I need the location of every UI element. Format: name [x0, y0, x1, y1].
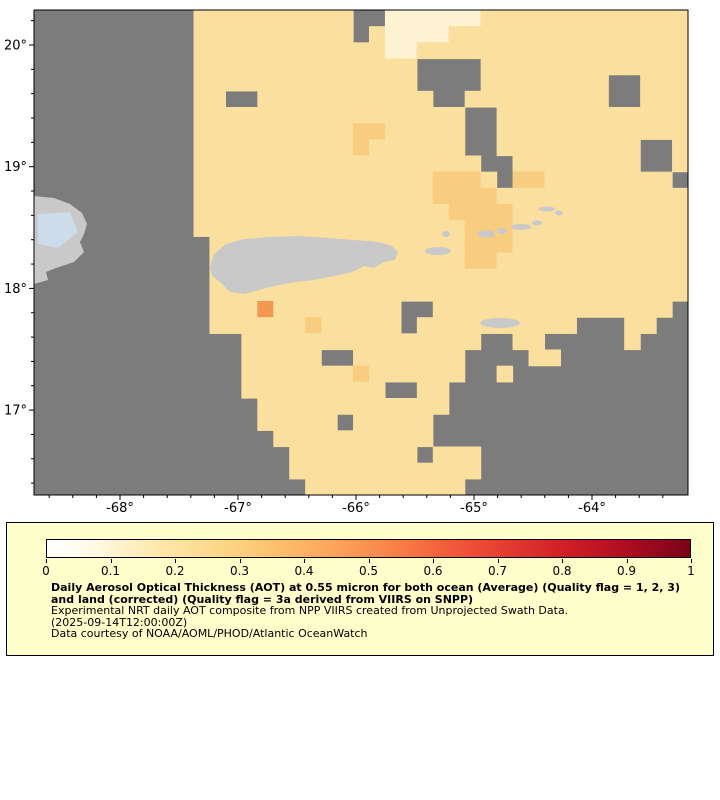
colorbar-gradient — [46, 539, 691, 558]
colorbar-tick-mark — [239, 559, 241, 563]
legend-text: Daily Aerosol Optical Thickness (AOT) at… — [51, 582, 695, 640]
colorbar-tick-label: 0.4 — [294, 564, 314, 578]
st-john-land — [497, 228, 507, 234]
colorbar-tick-mark — [433, 559, 434, 563]
anguilla-land — [539, 206, 555, 212]
colorbar-tick-mark — [110, 559, 112, 563]
x-tick-label: -67° — [224, 501, 252, 516]
legend-line-courtesy: Data courtesy of NOAA/AOML/PHOD/Atlantic… — [51, 627, 368, 641]
colorbar-tick-mark — [368, 559, 370, 563]
colorbar-tick-mark — [691, 559, 692, 563]
map-frame — [33, 9, 689, 496]
hispaniola-lake-land — [38, 212, 78, 248]
y-tick-label: 17° — [4, 404, 27, 419]
colorbar-tick-label: 0.8 — [552, 564, 572, 578]
x-tick-label: -64° — [578, 501, 606, 516]
virgin-gorda-land — [532, 220, 542, 226]
vieques-land — [425, 247, 451, 255]
colorbar-tick-label: 0.6 — [423, 564, 443, 578]
legend-box: 0 0.1 0.2 0.3 0.4 0.5 0.6 0.7 0.8 0.9 1 Daily Aero… — [6, 522, 714, 656]
map-plot: -68° -67° -66° -65° -64° 20° 19° 18° 17° — [4, 9, 689, 516]
colorbar-tick-label: 0.3 — [229, 564, 250, 578]
colorbar-tick-label: 0.1 — [100, 564, 121, 578]
st-croix-land — [480, 318, 520, 328]
colorbar-tick-label: 0 — [42, 564, 50, 578]
colorbar-tick-label: 0.9 — [616, 564, 637, 578]
y-tick-label: 18° — [4, 282, 27, 297]
legend-title: Daily Aerosol Optical Thickness (AOT) at… — [51, 581, 680, 606]
colorbar-tick-mark — [497, 559, 499, 563]
colorbar-tick-mark — [304, 559, 305, 563]
x-tick-label: -65° — [460, 501, 488, 516]
colorbar-tick-mark — [626, 559, 628, 563]
land-shapes — [34, 196, 563, 328]
colorbar-tick-label: 0.7 — [487, 564, 508, 578]
colorbar-tick-mark — [562, 559, 563, 563]
map-canvas — [34, 10, 688, 495]
colorbar-tick-mark — [175, 559, 176, 563]
x-tick-label: -66° — [342, 501, 370, 516]
st-martin-land — [555, 210, 563, 216]
colorbar-tick-label: 0.5 — [358, 564, 379, 578]
y-tick-label: 20° — [4, 39, 27, 54]
colorbar-tick-label: 0.2 — [165, 564, 185, 578]
tortola-land — [511, 224, 531, 230]
x-axis-ticks — [48, 495, 664, 500]
colorbar-tick-label: 1 — [687, 564, 695, 578]
st-thomas-land — [477, 230, 495, 238]
culebra-land — [442, 231, 450, 237]
aot-data-cells — [193, 10, 688, 495]
y-axis-ticks — [29, 20, 34, 484]
puerto-rico-land — [210, 236, 398, 294]
legend-line-timestamp: (2025-09-14T12:00:00Z) — [51, 615, 188, 629]
y-tick-label: 19° — [4, 160, 27, 175]
colorbar-tick-mark — [46, 559, 47, 563]
legend-line-description: Experimental NRT daily AOT composite fro… — [51, 604, 569, 618]
x-tick-label: -68° — [106, 501, 134, 516]
